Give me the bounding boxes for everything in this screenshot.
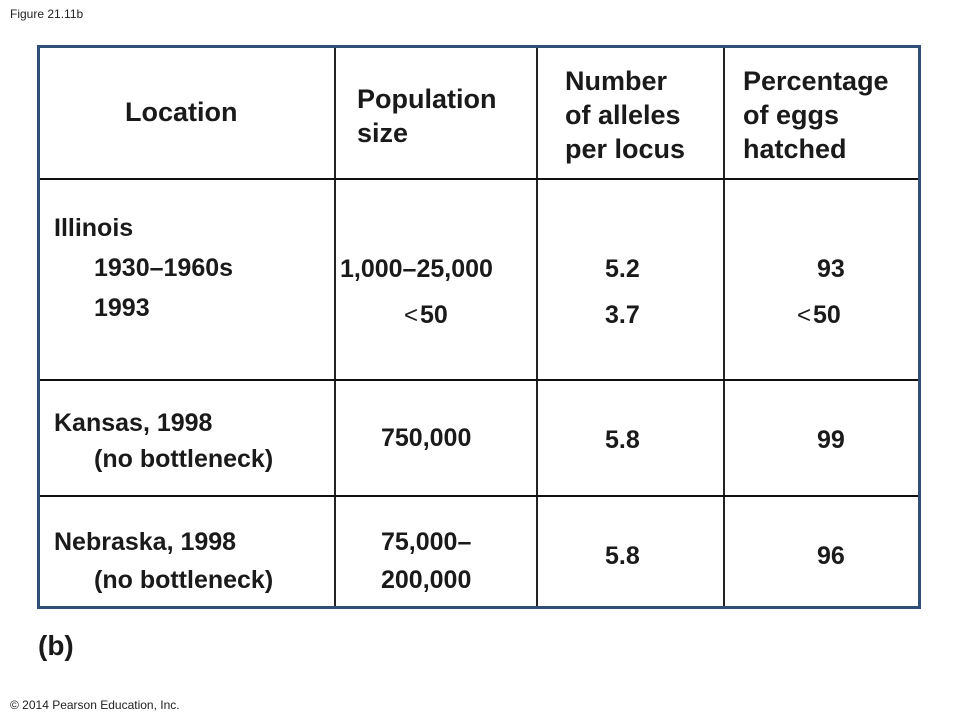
header-divider <box>40 178 918 180</box>
illinois-population: 1,000–25,000 <50 <box>340 255 493 329</box>
kansas-eggs: 99 <box>817 426 845 454</box>
column-divider <box>723 48 725 606</box>
kansas-location: Kansas, 1998 (no bottleneck) <box>54 409 274 473</box>
column-divider <box>334 48 336 606</box>
header-location: Location <box>125 97 238 127</box>
nebraska-alleles: 5.8 <box>605 542 640 570</box>
copyright-notice: © 2014 Pearson Education, Inc. <box>10 698 180 712</box>
kansas-population: 750,000 <box>381 424 472 452</box>
row-divider <box>40 379 918 381</box>
figure-label: Figure 21.11b <box>10 7 84 21</box>
illinois-location: Illinois 1930–1960s 1993 <box>54 214 234 322</box>
data-table: Location Population size Number of allel… <box>37 45 921 609</box>
nebraska-location: Nebraska, 1998 (no bottleneck) <box>54 528 274 594</box>
illinois-alleles: 5.2 3.7 <box>605 255 640 329</box>
panel-label: (b) <box>38 630 74 661</box>
illinois-eggs: 93 <50 <box>797 255 845 329</box>
header-population-size: Population size <box>357 84 497 148</box>
column-divider <box>536 48 538 606</box>
nebraska-population: 75,000– 200,000 <box>381 528 472 594</box>
header-eggs-hatched: Percentage of eggs hatched <box>743 66 889 164</box>
row-divider <box>40 495 918 497</box>
kansas-alleles: 5.8 <box>605 426 640 454</box>
header-alleles-per-locus: Number of alleles per locus <box>565 66 686 164</box>
nebraska-eggs: 96 <box>817 542 845 570</box>
